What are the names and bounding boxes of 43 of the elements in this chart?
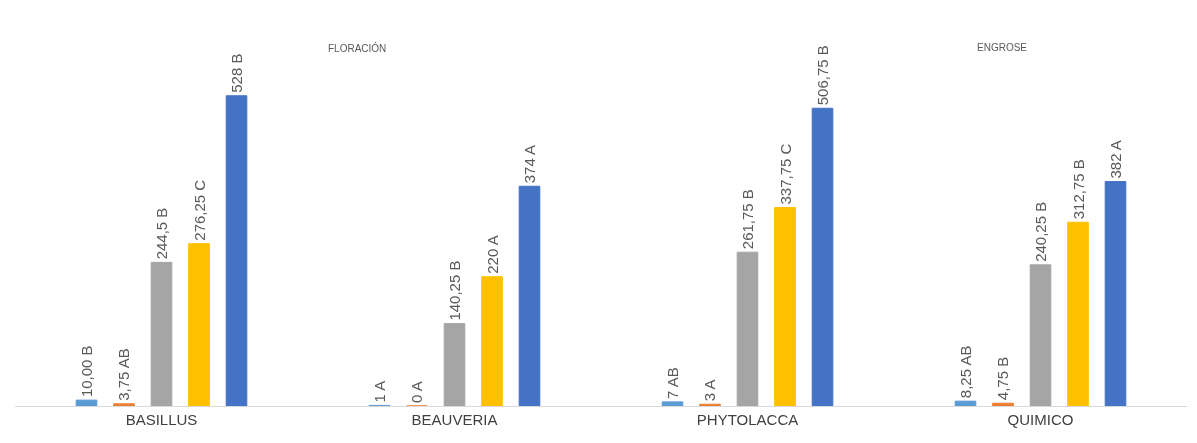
data-label: 8,25 AB	[956, 345, 974, 399]
x-tick-label: BASILLUS	[125, 411, 198, 428]
data-label: 382 A	[1107, 140, 1125, 179]
data-label: 140,25 B	[446, 260, 463, 321]
bar	[736, 251, 759, 406]
bar	[1029, 264, 1052, 406]
bar	[443, 323, 466, 406]
bar	[661, 401, 684, 406]
bar	[481, 276, 503, 406]
x-tick-label: QUIMICO	[1007, 411, 1074, 428]
data-label: 220 A	[483, 235, 501, 274]
data-label: 276,25 C	[190, 179, 208, 241]
bar	[188, 243, 210, 406]
data-label: 3 A	[701, 379, 719, 402]
bar	[150, 261, 173, 406]
bar	[1104, 181, 1127, 406]
data-label: 0 A	[408, 381, 426, 403]
x-tick-label: BEAUVERIA	[411, 411, 498, 428]
bar	[518, 185, 541, 406]
data-label: 10,00 B	[78, 345, 95, 398]
text: FLORACIÓN	[328, 42, 387, 54]
data-label: 261,75 B	[739, 189, 756, 250]
data-label: 374 A	[521, 144, 539, 184]
bar	[1067, 221, 1089, 406]
data-label: 506,75 B	[814, 45, 832, 106]
bar	[774, 207, 796, 406]
bar	[75, 399, 98, 406]
data-label: 1 A	[370, 380, 388, 403]
data-label: 312,75 B	[1069, 159, 1087, 220]
data-label: 3,75 AB	[115, 348, 133, 401]
bar	[225, 95, 248, 406]
data-label: 7 AB	[663, 367, 681, 399]
bar	[954, 400, 977, 406]
data-label: 240,25 B	[1032, 201, 1049, 262]
data-label: 244,5 B	[153, 207, 170, 260]
data-label: 4,75 B	[994, 356, 1012, 401]
data-label: 528 B	[228, 53, 246, 93]
x-tick-label: PHYTOLACCA	[696, 411, 799, 428]
data-label: 337,75 C	[776, 143, 794, 205]
bar	[992, 402, 1014, 406]
bar	[811, 107, 834, 406]
text: ENGROSE	[977, 42, 1028, 53]
bar	[113, 403, 135, 406]
